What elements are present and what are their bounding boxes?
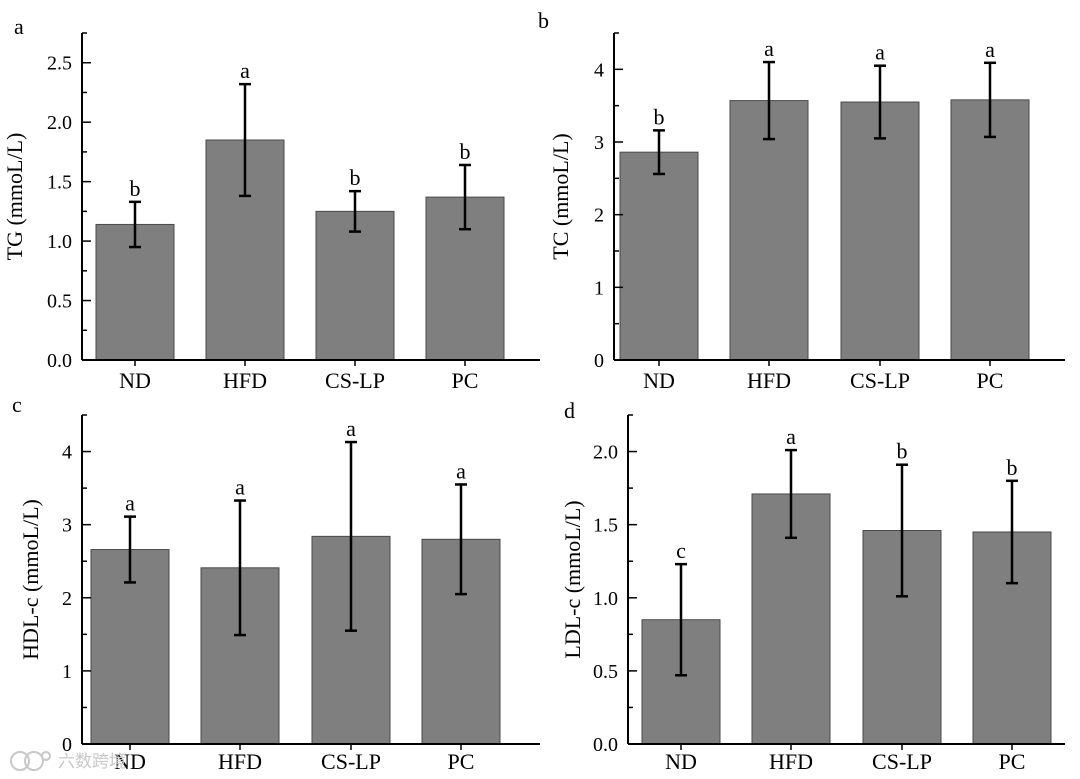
significance-label: a — [235, 475, 245, 500]
panel-a: 0.0 0.5 1.0 1.5 2.0 2.5 ND HFD CS-LP PC b a b b TG (mm… — [2, 14, 540, 393]
significance-label: c — [676, 538, 686, 563]
y-tick-label: 3 — [594, 132, 604, 154]
category-label-hfd: HFD — [769, 749, 813, 774]
bar-b-nd — [619, 151, 699, 361]
y-tick-label: 0.5 — [47, 291, 72, 313]
y-tick-label: 2.5 — [47, 53, 72, 75]
y-tick-label: 2 — [62, 588, 72, 610]
significance-label: a — [456, 458, 466, 483]
y-tick-label: 4 — [62, 442, 72, 464]
y-axis-title: LDL-c (mmoL/L) — [560, 500, 585, 658]
y-tick-label: 1.5 — [47, 172, 72, 194]
y-tick-label: 3 — [62, 515, 72, 537]
y-axis-title: TC (mmoL/L) — [548, 133, 573, 259]
significance-label: a — [346, 416, 356, 441]
y-tick-label: 0.0 — [47, 350, 72, 372]
significance-label: b — [350, 165, 361, 190]
significance-label: a — [125, 491, 135, 516]
significance-label: a — [240, 58, 250, 83]
category-label-pc: PC — [977, 368, 1004, 393]
y-tick-label: 0 — [594, 350, 604, 372]
category-label-cs-lp: CS-LP — [872, 749, 932, 774]
significance-label: a — [875, 40, 885, 65]
panel-c: 0 1 2 3 4 ND HFD CS-LP PC a a a a HDL-c (mmoL/L) c — [12, 392, 540, 774]
y-tick-label: 1 — [62, 661, 72, 683]
y-tick-label: 1.0 — [593, 588, 618, 610]
y-axis-title: HDL-c (mmoL/L) — [18, 499, 43, 660]
panel-letter: d — [564, 398, 575, 423]
y-tick-label: 1 — [594, 277, 604, 299]
watermark-text: 六数跨境 — [58, 752, 126, 772]
category-label-nd: ND — [119, 368, 151, 393]
category-label-nd: ND — [665, 749, 697, 774]
y-tick-label: 2.0 — [47, 112, 72, 134]
y-tick-label: 2.0 — [593, 442, 618, 464]
significance-label: a — [985, 37, 995, 62]
significance-label: b — [130, 176, 141, 201]
panel-d: 0.0 0.5 1.0 1.5 2.0 ND HFD CS-LP PC c a b b LDL-c (mm… — [560, 398, 1065, 774]
category-label-pc: PC — [999, 749, 1026, 774]
category-label-hfd: HFD — [747, 368, 791, 393]
category-label-cs-lp: CS-LP — [325, 368, 385, 393]
category-label-pc: PC — [452, 368, 479, 393]
significance-label: b — [897, 439, 908, 464]
significance-label: b — [654, 104, 665, 129]
y-tick-label: 2 — [594, 205, 604, 227]
bar-b-pc — [950, 99, 1030, 361]
panel-letter: c — [12, 392, 22, 417]
panel-b: 0 1 2 3 4 ND HFD CS-LP PC b a a a TC (mmoL/L) b — [538, 8, 1065, 393]
y-tick-label: 1.5 — [593, 515, 618, 537]
significance-label: a — [786, 424, 796, 449]
y-tick-label: 4 — [594, 59, 604, 81]
bar-b-cs-lp — [840, 101, 920, 361]
y-axis-title: TG (mmoL/L) — [2, 133, 27, 261]
category-label-nd: ND — [643, 368, 675, 393]
y-tick-label: 0 — [62, 734, 72, 756]
panel-letter: b — [538, 8, 549, 33]
category-label-hfd: HFD — [218, 749, 262, 774]
category-label-hfd: HFD — [223, 368, 267, 393]
category-label-nd: ND — [114, 749, 146, 774]
y-tick-label: 0.5 — [593, 661, 618, 683]
watermark-logo-icon — [10, 751, 51, 771]
watermark: 六数跨境 — [8, 748, 138, 774]
y-tick-label: 0.0 — [593, 734, 618, 756]
bar-a-cs-lp — [315, 210, 395, 361]
category-label-cs-lp: CS-LP — [850, 368, 910, 393]
significance-label: a — [764, 36, 774, 61]
y-tick-label: 1.0 — [47, 231, 72, 253]
significance-label: b — [460, 139, 471, 164]
category-label-cs-lp: CS-LP — [321, 749, 381, 774]
category-label-pc: PC — [448, 749, 475, 774]
panel-letter: a — [14, 14, 24, 39]
significance-label: b — [1007, 455, 1018, 480]
